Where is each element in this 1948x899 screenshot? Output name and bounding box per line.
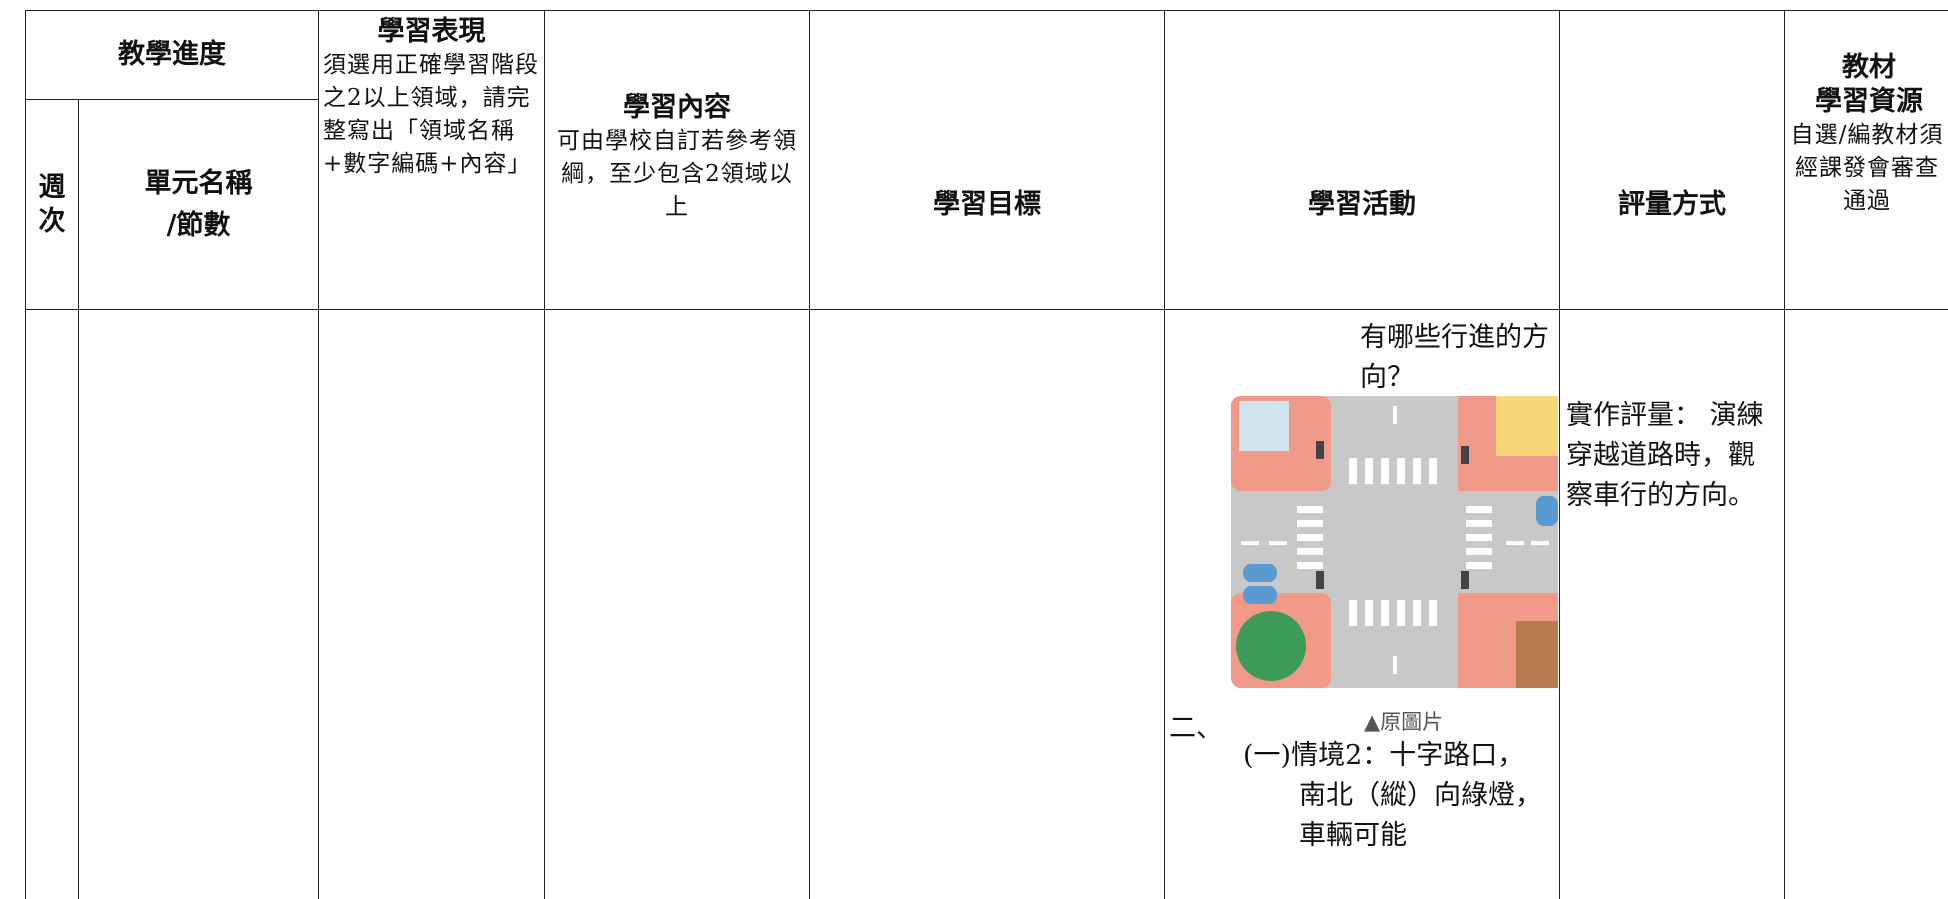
activity-header: 學習活動 [1308, 189, 1416, 220]
header-cell: 學習活動 [1164, 10, 1559, 309]
header-cell: 教材 學習資源 自選/編教材須經課發會審查通過 [1784, 10, 1948, 309]
performance-note: 須選用正確學習階段之2以上領域，請完整寫出「領域名稱+數字編碼+內容」 [323, 52, 539, 177]
body-cell [544, 309, 809, 899]
materials-subtitle: 學習資源 [1815, 86, 1923, 117]
progress-header: 教學進度 [118, 39, 226, 70]
performance-title: 學習表現 [377, 16, 486, 47]
objective-header: 學習目標 [933, 189, 1041, 220]
week-header: 週次 [38, 171, 66, 237]
activity-subitem: (一)情境2：十字路口，南北（縱）向綠燈，車輛可能 [1243, 740, 1542, 851]
header-cell: 單元名稱 /節數 [78, 99, 318, 309]
header-cell: 學習表現 須選用正確學習階段之2以上領域，請完整寫出「領域名稱+數字編碼+內容」 [318, 10, 544, 309]
header-cell: 學習內容 可由學校自訂若參考領綱，至少包含2領域以上 [544, 10, 809, 309]
body-cell [25, 309, 78, 899]
materials-note: 自選/編教材須經課發會審查通過 [1790, 122, 1944, 214]
body-cell [318, 309, 544, 899]
header-cell: 評量方式 [1559, 10, 1784, 309]
body-cell [78, 309, 318, 899]
content-title: 學習內容 [623, 92, 731, 123]
header-cell: 週次 [25, 99, 78, 309]
header-cell: 學習目標 [809, 10, 1164, 309]
unit-header: /節數 [166, 209, 231, 241]
body-cell [809, 309, 1164, 899]
activity-item: 二、 [1169, 713, 1223, 744]
assessment-cell: 實作評量： 演練穿越道路時，觀察車行的方向。 [1559, 309, 1784, 899]
activity-cell: 有哪些行進的方向？ 二、 ▲原圖片 (一)情境2：十字路口，南北（ [1164, 309, 1559, 899]
intersection-image [1231, 396, 1558, 688]
unit-header: 單元名稱 [144, 167, 253, 199]
materials-title: 教材 [1842, 52, 1896, 83]
image-caption: ▲原圖片 [1364, 710, 1444, 734]
assessment-header: 評量方式 [1618, 189, 1726, 220]
header-cell: 教學進度 [25, 10, 318, 99]
assessment-text: 實作評量： 演練穿越道路時，觀察車行的方向。 [1566, 400, 1764, 511]
content-note: 可由學校自訂若參考領綱，至少包含2領域以上 [557, 128, 797, 220]
body-cell [1784, 309, 1948, 899]
activity-question: 有哪些行進的方向？ [1360, 322, 1549, 393]
